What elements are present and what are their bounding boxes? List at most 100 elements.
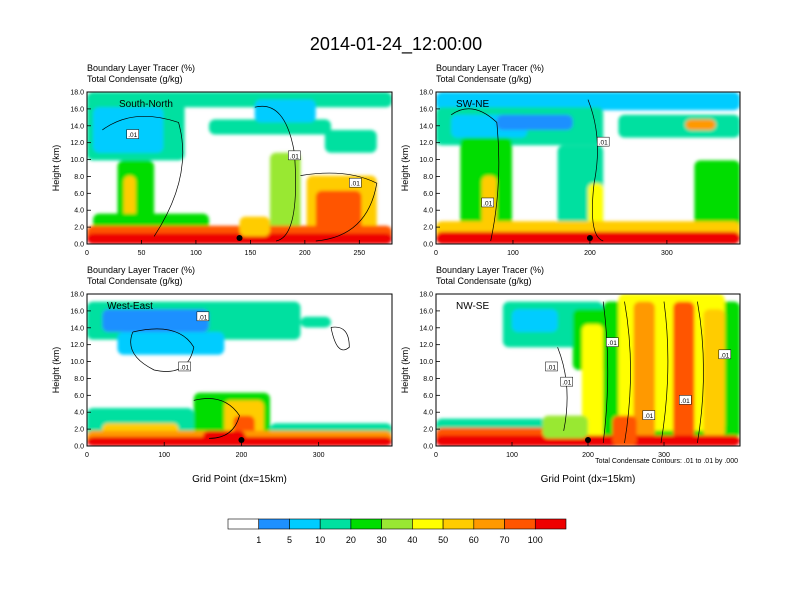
tracer-field: [436, 294, 740, 446]
colorbar-swatch: [289, 518, 321, 530]
contour-note: Total Condensate Contours: .01 to .01 by…: [595, 458, 738, 465]
tracer-field: [436, 92, 740, 244]
contour-label: .01: [198, 314, 207, 321]
colorbar-label: 1: [256, 535, 261, 545]
contour-label-box: [606, 337, 619, 347]
tracer-blob: [703, 309, 725, 439]
y-tick-label: 10.0: [70, 359, 84, 366]
colorbar-swatch: [412, 518, 444, 530]
contour-line: [697, 301, 704, 444]
tracer-blob: [581, 324, 604, 446]
x-tick-label: 150: [245, 250, 257, 257]
y-tick-label: 8.0: [423, 174, 433, 181]
contour-line: [300, 172, 378, 242]
panel-subtitle-condensate: Total Condensate (g/kg): [436, 74, 532, 84]
colorbar-swatch: [442, 518, 475, 530]
x-tick-label: 200: [584, 250, 596, 257]
tracer-field: [87, 294, 392, 446]
y-axis-label: Height (km): [51, 347, 61, 394]
x-tick-label: 300: [313, 452, 325, 459]
panel-subtitle-condensate: Total Condensate (g/kg): [436, 276, 532, 286]
colorbar-label: 100: [528, 535, 543, 545]
contour-label: .01: [681, 398, 690, 405]
contour-label-box: [545, 361, 558, 372]
contour-line: [450, 108, 500, 242]
y-tick-label: 18.0: [419, 292, 433, 299]
contour-line: [330, 326, 350, 351]
contour-line: [102, 115, 184, 237]
y-tick-label: 12.0: [70, 140, 84, 147]
contour-label-box: [596, 136, 610, 147]
colorbar-swatch: [534, 518, 567, 530]
contour-label: .01: [562, 380, 571, 387]
contour-label: .01: [599, 140, 608, 147]
y-tick-label: 14.0: [70, 325, 84, 332]
contour-label-box: [560, 376, 573, 387]
contour-line: [602, 301, 609, 444]
contour-label-box: [642, 410, 656, 420]
y-tick-label: 2.0: [423, 427, 433, 434]
x-tick-label: 0: [85, 250, 89, 257]
colorbar-label: 50: [438, 535, 448, 545]
condensate-contours: .01 .01: [130, 311, 350, 439]
tracer-blob: [202, 430, 246, 446]
y-tick-label: 14.0: [419, 325, 433, 332]
colorbar-swatch: [504, 518, 536, 530]
contour-label-box: [718, 349, 732, 360]
y-tick-label: 2.0: [423, 225, 433, 232]
x-tick-label: 300: [658, 452, 670, 459]
y-tick-label: 6.0: [423, 393, 433, 400]
contour-label: .01: [128, 132, 137, 139]
figure-title: 2014-01-24_12:00:00: [310, 34, 482, 55]
contour-label: .01: [351, 181, 360, 188]
tracer-blob: [542, 415, 588, 439]
tracer-field: [87, 92, 392, 244]
y-tick-label: 0.0: [74, 242, 84, 249]
contour-label-box: [679, 395, 692, 405]
x-tick-label: 200: [582, 452, 594, 459]
x-axis-label: Grid Point (dx=15km): [541, 474, 636, 485]
contour-label: .01: [608, 340, 617, 347]
x-tick-label: 100: [506, 452, 518, 459]
y-tick-label: 18.0: [70, 90, 84, 97]
x-tick-label: 200: [299, 250, 311, 257]
cross-section-label: SW-NE: [456, 99, 489, 110]
tracer-blob: [673, 301, 695, 439]
colorbar-label: 70: [500, 535, 510, 545]
contour-label: .01: [180, 364, 189, 371]
y-tick-label: 16.0: [419, 106, 433, 113]
x-axis-label: Grid Point (dx=15km): [192, 474, 287, 485]
y-axis-label: Height (km): [400, 145, 410, 192]
y-tick-label: 2.0: [74, 225, 84, 232]
cross-section-label: NW-SE: [456, 301, 489, 312]
x-tick-label: 100: [158, 452, 170, 459]
tracer-blob: [270, 152, 301, 237]
colorbar-swatch: [258, 518, 290, 530]
y-tick-label: 2.0: [74, 427, 84, 434]
panel-subtitle-condensate: Total Condensate (g/kg): [87, 276, 183, 286]
condensate-contours: .01 .01 .01: [102, 105, 378, 242]
tracer-blob: [512, 309, 558, 332]
contour-line: [193, 398, 240, 439]
tracer-blob: [315, 190, 362, 237]
tracer-blob: [694, 160, 740, 237]
y-axis-label: Height (km): [400, 347, 410, 394]
tracer-blob: [685, 119, 716, 130]
contour-label: .01: [483, 200, 492, 207]
location-marker: [586, 235, 593, 241]
y-tick-label: 6.0: [423, 191, 433, 198]
panel-west-east: Boundary Layer Tracer (%)Total Condensat…: [51, 265, 393, 485]
panel-subtitle-condensate: Total Condensate (g/kg): [87, 74, 183, 84]
x-tick-label: 0: [434, 452, 438, 459]
y-tick-label: 16.0: [419, 308, 433, 315]
contour-label-box: [126, 129, 139, 139]
tracer-blob: [324, 130, 377, 153]
x-tick-label: 100: [507, 250, 519, 257]
y-tick-label: 14.0: [419, 123, 433, 130]
x-tick-label: 300: [661, 250, 673, 257]
panel-south-north: Boundary Layer Tracer (%)Total Condensat…: [51, 63, 393, 257]
panel-subtitle-tracer: Boundary Layer Tracer (%): [87, 265, 195, 275]
y-tick-label: 10.0: [419, 157, 433, 164]
y-tick-label: 10.0: [70, 157, 84, 164]
colorbar-swatch: [319, 518, 352, 530]
